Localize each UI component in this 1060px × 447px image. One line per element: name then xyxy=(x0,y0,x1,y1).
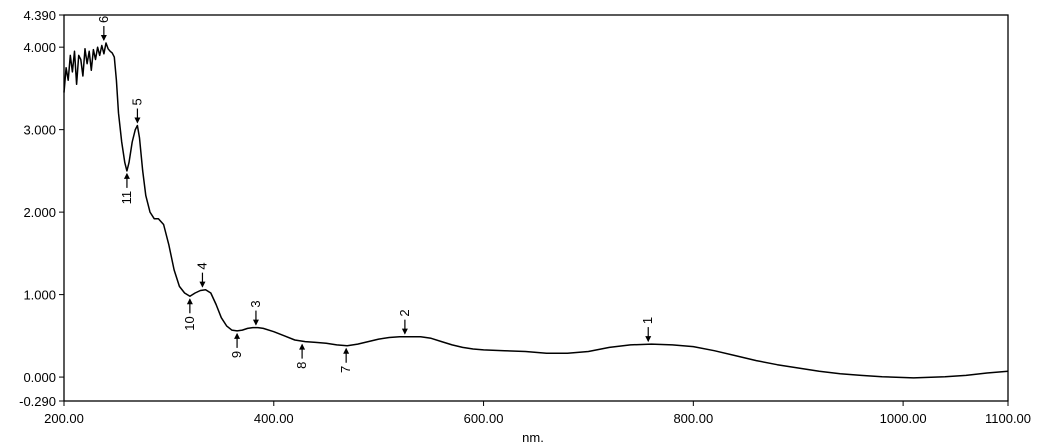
peak-label: 4 xyxy=(194,262,209,269)
arrow-head-icon xyxy=(645,336,652,343)
arrow-head-icon xyxy=(100,35,107,42)
x-tick-label: 400.00 xyxy=(254,411,294,426)
peak-marker-8: 8 xyxy=(294,343,309,369)
y-tick-label: 4.000 xyxy=(23,40,56,55)
peak-label: 7 xyxy=(338,366,353,373)
peak-label: 11 xyxy=(119,191,134,205)
peak-label: 1 xyxy=(640,317,655,324)
y-tick-label: 4.390 xyxy=(23,8,56,23)
x-tick-label: 600.00 xyxy=(464,411,504,426)
spectrum-line xyxy=(63,42,1009,379)
peak-marker-11: 11 xyxy=(119,172,134,205)
peak-markers: 1 2 3 4 5 6 7 8 9 10 11 xyxy=(96,16,655,373)
peak-marker-9: 9 xyxy=(229,332,244,358)
peak-label: 2 xyxy=(397,309,412,316)
peak-marker-3: 3 xyxy=(248,300,263,326)
arrow-head-icon xyxy=(134,117,141,124)
peak-label: 8 xyxy=(294,362,309,369)
peak-marker-6: 6 xyxy=(96,16,111,42)
peak-marker-1: 1 xyxy=(640,317,655,343)
y-tick-label: 2.000 xyxy=(23,205,56,220)
y-tick-label: -0.290 xyxy=(19,394,56,409)
peak-marker-10: 10 xyxy=(182,298,197,331)
arrow-head-icon xyxy=(343,347,350,354)
peak-marker-2: 2 xyxy=(397,309,412,335)
arrow-head-icon xyxy=(401,328,408,335)
peak-label: 5 xyxy=(129,98,144,105)
peak-marker-7: 7 xyxy=(338,347,353,373)
x-tick-label: 200.00 xyxy=(44,411,84,426)
arrow-head-icon xyxy=(123,172,130,179)
x-tick-label: 1000.00 xyxy=(880,411,927,426)
arrow-head-icon xyxy=(299,343,306,350)
peak-marker-5: 5 xyxy=(129,98,144,124)
arrow-head-icon xyxy=(199,281,206,288)
y-axis: 4.390 4.000 3.000 2.000 1.000 0.000 -0.290 xyxy=(19,8,64,409)
peak-label: 3 xyxy=(248,300,263,307)
plot-frame xyxy=(63,14,1009,402)
arrow-head-icon xyxy=(252,319,259,326)
arrow-head-icon xyxy=(234,332,241,339)
peak-marker-4: 4 xyxy=(194,262,209,288)
arrow-head-icon xyxy=(186,298,193,305)
peak-label: 10 xyxy=(182,316,197,330)
y-tick-label: 0.000 xyxy=(23,370,56,385)
x-axis: 200.00 400.00 600.00 800.00 1000.00 1100.00 xyxy=(44,401,1031,426)
x-tick-label: 800.00 xyxy=(673,411,713,426)
y-tick-label: 1.000 xyxy=(23,288,56,303)
peak-label: 6 xyxy=(96,16,111,23)
x-tick-label: 1100.00 xyxy=(985,411,1031,426)
x-axis-label: nm. xyxy=(522,430,544,445)
peak-label: 9 xyxy=(229,351,244,358)
y-tick-label: 3.000 xyxy=(23,123,56,138)
